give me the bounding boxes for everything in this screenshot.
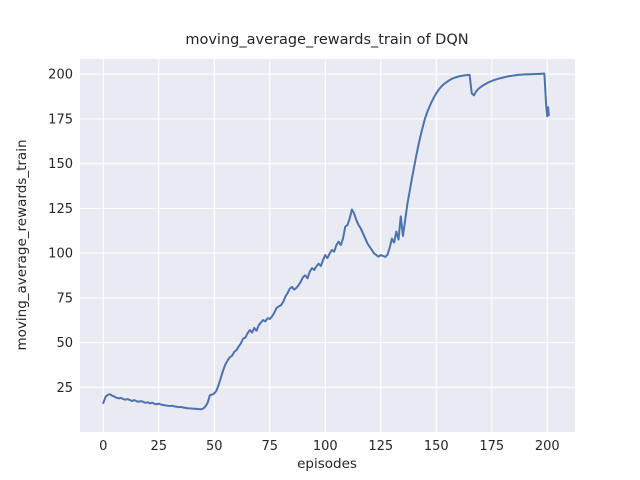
y-tick-label: 75 — [56, 291, 73, 306]
x-tick-label: 75 — [262, 439, 279, 454]
x-tick-label: 25 — [151, 439, 168, 454]
x-tick-label: 100 — [313, 439, 338, 454]
y-tick-label: 50 — [56, 336, 73, 351]
x-tick-label: 150 — [424, 439, 449, 454]
data-series-line — [102, 72, 550, 411]
y-tick-label: 25 — [56, 381, 73, 396]
y-tick-labels: 25 50 75 100 125 150 175 200 — [48, 68, 73, 396]
y-axis-label: moving_average_rewards_train — [14, 139, 30, 350]
x-tick-labels: 0 25 50 75 100 125 150 175 200 — [99, 439, 560, 454]
y-tick-label: 125 — [48, 202, 73, 217]
x-tick-label: 0 — [99, 439, 107, 454]
y-tick-label: 100 — [48, 247, 73, 262]
y-tick-label: 175 — [48, 112, 73, 127]
y-tick-label: 150 — [48, 157, 73, 172]
series-lines — [102, 72, 550, 411]
x-tick-label: 175 — [479, 439, 504, 454]
x-axis-label: episodes — [297, 456, 357, 472]
plot-area — [80, 59, 575, 432]
chart-title: moving_average_rewards_train of DQN — [185, 32, 468, 48]
x-tick-label: 200 — [535, 439, 560, 454]
y-tick-label: 200 — [48, 68, 73, 83]
x-tick-label: 125 — [368, 439, 393, 454]
x-tick-label: 50 — [206, 439, 223, 454]
gridlines — [80, 59, 575, 432]
